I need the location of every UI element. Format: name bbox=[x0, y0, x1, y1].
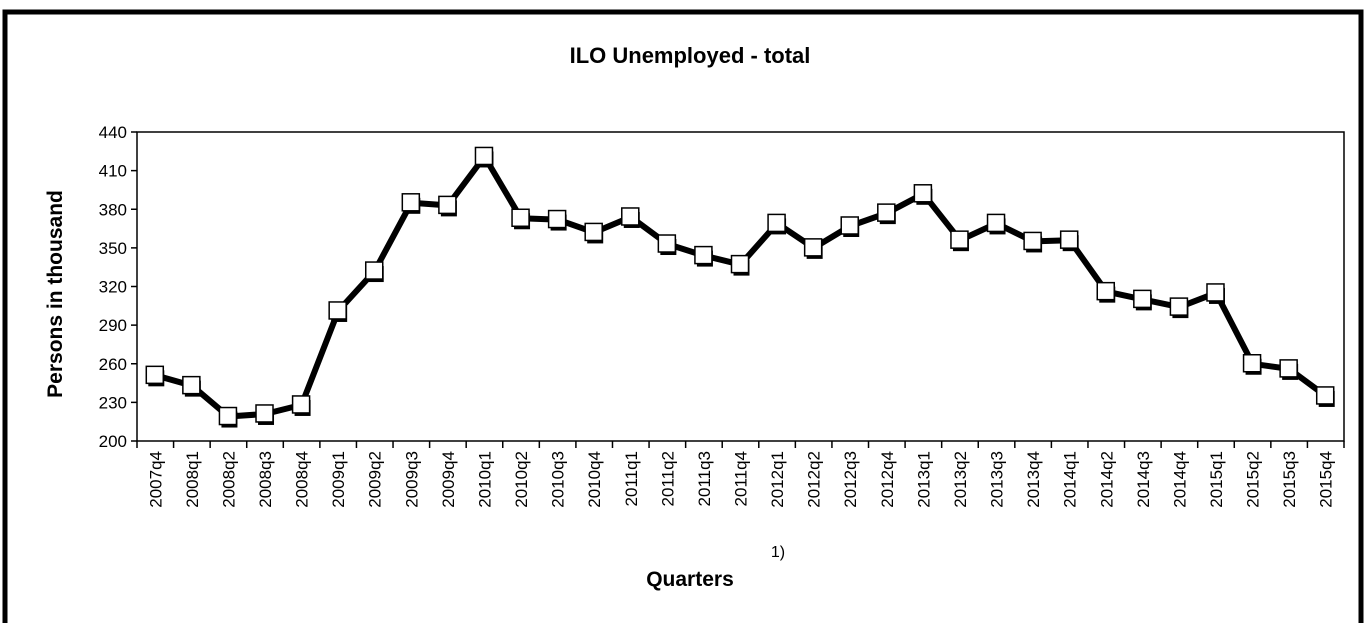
y-tick-label: 260 bbox=[99, 355, 127, 374]
x-tick-label: 2008q3 bbox=[256, 451, 275, 508]
x-tick-label: 2010q4 bbox=[585, 451, 604, 508]
x-tick-label: 2010q3 bbox=[549, 451, 568, 508]
data-point bbox=[767, 213, 786, 233]
data-point bbox=[913, 184, 933, 203]
data-point bbox=[291, 395, 311, 414]
x-axis: 2007q4 2008q1 2008q2 2008q3 2008q4 2009q1 2009… bbox=[136, 441, 1345, 508]
x-tick-label: 2009q1 bbox=[329, 451, 348, 508]
x-tick-label: 2015q3 bbox=[1280, 451, 1299, 508]
y-tick-label: 290 bbox=[99, 316, 127, 335]
data-point bbox=[547, 209, 567, 229]
y-tick-label: 380 bbox=[99, 200, 127, 219]
data-point bbox=[1169, 297, 1189, 316]
x-tick-label: 2009q2 bbox=[366, 451, 385, 508]
data-point bbox=[694, 245, 713, 265]
data-point bbox=[803, 238, 823, 257]
x-tick-label: 2014q3 bbox=[1134, 451, 1153, 508]
data-point bbox=[1315, 386, 1335, 405]
x-tick-label: 2010q1 bbox=[475, 451, 494, 508]
x-tick-label: 2010q2 bbox=[512, 451, 531, 508]
x-tick-label: 2011q1 bbox=[622, 451, 641, 506]
x-tick-label: 2012q2 bbox=[805, 451, 824, 508]
x-tick-label: 2008q1 bbox=[183, 451, 202, 508]
data-point bbox=[730, 254, 750, 274]
y-tick-label: 440 bbox=[99, 123, 127, 142]
x-tick-label: 2007q4 bbox=[146, 451, 165, 508]
y-tick-label: 230 bbox=[99, 393, 127, 412]
x-tick-label: 2008q2 bbox=[219, 451, 238, 508]
y-tick-label: 200 bbox=[99, 432, 127, 451]
x-tick-label: 2015q4 bbox=[1317, 451, 1336, 508]
x-tick-label: 2013q1 bbox=[914, 451, 933, 508]
x-tick-label: 2013q2 bbox=[951, 451, 970, 508]
x-tick-label: 2014q4 bbox=[1170, 451, 1189, 508]
series-layer bbox=[145, 146, 1335, 428]
x-tick-label: 2014q1 bbox=[1061, 451, 1080, 508]
data-point bbox=[986, 213, 1006, 233]
footnote-marker: 1) bbox=[771, 544, 785, 561]
data-point bbox=[1242, 354, 1262, 373]
data-point bbox=[621, 207, 640, 226]
outer-border bbox=[2, 9, 1364, 628]
data-point bbox=[1096, 281, 1116, 301]
x-tick-label: 2012q3 bbox=[841, 451, 860, 508]
x-tick-label: 2008q4 bbox=[293, 451, 312, 508]
data-point bbox=[474, 146, 494, 166]
x-tick-label: 2015q1 bbox=[1207, 451, 1226, 508]
y-tick-label: 320 bbox=[99, 278, 127, 297]
x-axis-label: Quarters bbox=[646, 568, 734, 591]
data-point bbox=[438, 195, 457, 215]
data-point bbox=[1206, 283, 1225, 302]
data-point bbox=[328, 301, 347, 320]
y-axis: 200 230 260 290 320 350 380 410 440 bbox=[99, 123, 137, 451]
data-point bbox=[840, 216, 859, 235]
x-tick-label: 2011q4 bbox=[732, 451, 751, 506]
x-tick-label: 2009q3 bbox=[402, 451, 421, 508]
data-point bbox=[255, 404, 274, 423]
data-point bbox=[364, 261, 384, 280]
data-point bbox=[511, 208, 530, 228]
data-point bbox=[877, 203, 896, 222]
y-tick-label: 350 bbox=[99, 239, 127, 258]
data-point bbox=[1023, 231, 1042, 251]
data-point bbox=[657, 234, 677, 253]
data-point bbox=[950, 230, 969, 249]
x-tick-label: 2011q3 bbox=[695, 451, 714, 506]
data-point bbox=[218, 406, 238, 426]
chart-title: ILO Unemployed - total bbox=[570, 43, 811, 68]
x-tick-label: 2013q4 bbox=[1024, 451, 1043, 508]
data-point bbox=[1133, 289, 1152, 309]
x-tick-label: 2015q2 bbox=[1244, 451, 1263, 508]
data-point bbox=[1059, 230, 1079, 249]
y-tick-label: 410 bbox=[99, 162, 127, 181]
x-tick-label: 2011q2 bbox=[658, 451, 677, 506]
data-point bbox=[145, 365, 165, 385]
y-axis-label: Persons in thousand bbox=[44, 190, 67, 398]
x-tick-label: 2014q2 bbox=[1097, 451, 1116, 508]
data-point bbox=[401, 193, 421, 212]
x-tick-label: 2009q4 bbox=[439, 451, 458, 508]
data-point bbox=[182, 375, 201, 395]
data-point bbox=[1279, 359, 1298, 378]
x-tick-label: 2012q1 bbox=[768, 451, 787, 508]
data-point bbox=[584, 222, 603, 242]
x-tick-label: 2013q3 bbox=[988, 451, 1007, 508]
x-tick-label: 2012q4 bbox=[878, 451, 897, 508]
